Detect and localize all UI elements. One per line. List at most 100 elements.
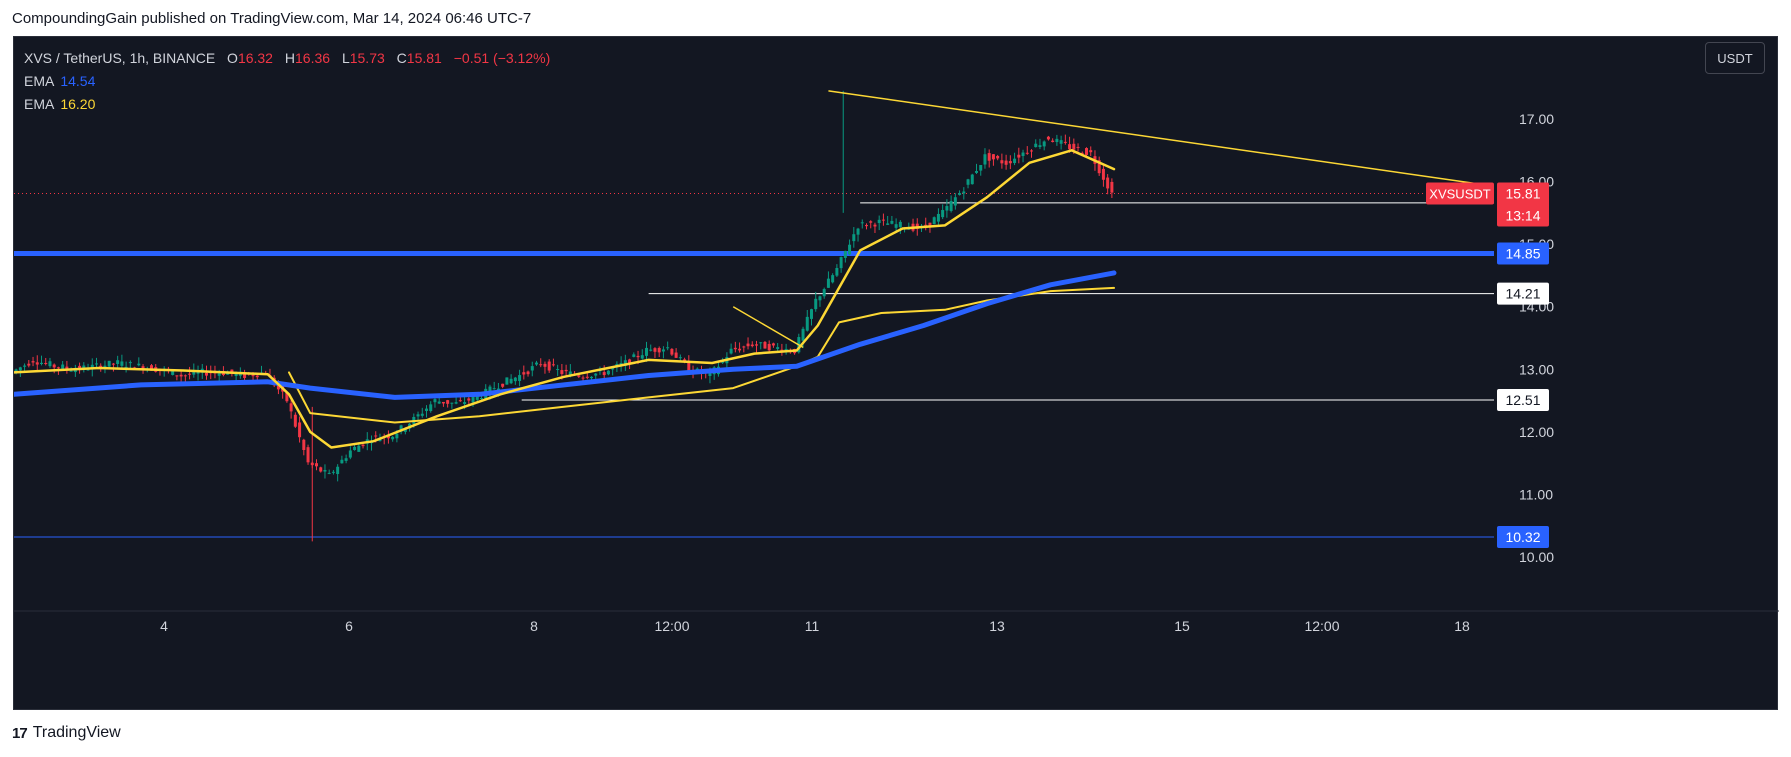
level-label: 12.51	[1505, 392, 1540, 408]
symbol-label[interactable]: XVS / TetherUS, 1h, BINANCE	[24, 50, 216, 66]
candle-body	[65, 366, 69, 369]
candle-body	[585, 376, 589, 378]
ema-slow-row[interactable]: EMA 16.20	[24, 93, 550, 116]
candle-body	[513, 377, 517, 382]
candle-body	[505, 377, 509, 385]
candle-body	[606, 370, 610, 375]
candle-body	[1097, 160, 1101, 174]
candle-body	[1080, 152, 1084, 154]
candle-body	[293, 414, 297, 427]
candle-body	[649, 349, 653, 351]
ema-slow-value: 16.20	[60, 96, 96, 112]
x-tick-label: 12:00	[1304, 618, 1339, 634]
candle-body	[666, 347, 670, 349]
candle-body	[1063, 141, 1067, 143]
candle-body	[678, 357, 682, 359]
tradingview-wordmark: TradingView	[32, 724, 121, 741]
candle-body	[31, 361, 35, 363]
candle-body	[991, 154, 995, 160]
candle-body	[1038, 145, 1042, 147]
candle-body	[1025, 152, 1029, 154]
candle-body	[111, 363, 115, 365]
candle-body	[1021, 152, 1025, 157]
candle-body	[289, 403, 293, 412]
y-tick-label: 10.00	[1519, 549, 1554, 565]
y-tick-label: 13.00	[1519, 361, 1554, 377]
low-label: L	[341, 50, 350, 66]
candle-body	[518, 375, 522, 381]
candle-body	[1076, 146, 1080, 148]
candle-body	[687, 361, 691, 373]
candle-body	[661, 349, 665, 352]
candle-body	[353, 446, 357, 450]
candle-body	[44, 363, 48, 365]
candle-body	[636, 355, 640, 358]
trendline-1[interactable]	[828, 90, 1485, 186]
candle-body	[814, 298, 818, 310]
candle-body	[611, 367, 615, 370]
candle-body	[898, 221, 902, 228]
y-tick-label: 12.00	[1519, 424, 1554, 440]
candle-body	[336, 466, 340, 475]
candle-body	[750, 344, 754, 347]
candle-body	[1004, 160, 1008, 165]
candle-body	[374, 435, 378, 437]
trendline-2[interactable]	[732, 306, 804, 349]
candle-body	[1055, 138, 1059, 143]
candle-body	[856, 228, 860, 235]
candle-body	[869, 221, 873, 223]
candle-body	[535, 362, 538, 365]
candle-body	[395, 433, 399, 439]
chart-pane[interactable]: 10.0011.0012.0013.0014.0015.0016.0017.00…	[13, 36, 1779, 711]
close-label: C	[396, 50, 407, 66]
level-label-box	[1497, 242, 1549, 265]
candle-body	[653, 348, 657, 352]
candle-body	[547, 361, 551, 371]
candle-body	[733, 347, 737, 350]
price-chart[interactable]: 10.0011.0012.0013.0014.0015.0016.0017.00…	[14, 37, 1779, 711]
candle-body	[420, 413, 424, 416]
ohlc-row: XVS / TetherUS, 1h, BINANCE O16.32 H16.3…	[24, 47, 550, 70]
candle-body	[1030, 150, 1033, 152]
candle-body	[205, 372, 208, 376]
candle-body	[492, 388, 496, 390]
candle-body	[192, 370, 196, 375]
candle-body	[319, 467, 323, 472]
candle-body	[1017, 154, 1021, 158]
last-price-value: 15.81	[1505, 185, 1540, 201]
candle-body	[640, 355, 644, 359]
y-tick-label: 11.00	[1519, 486, 1553, 502]
candle-body	[810, 309, 813, 319]
level-label: 10.32	[1505, 529, 1540, 545]
candle-body	[52, 364, 56, 368]
candle-body	[437, 401, 441, 404]
tradingview-logo[interactable]: 17 TradingView	[12, 724, 121, 742]
candle-body	[941, 210, 945, 218]
candle-body	[509, 378, 513, 384]
candle-body	[480, 398, 483, 400]
candle-body	[831, 275, 835, 283]
candle-body	[953, 197, 957, 206]
candle-body	[818, 296, 822, 301]
candle-body	[40, 362, 43, 365]
ema-fast-row[interactable]: EMA 14.54	[24, 70, 550, 93]
candle-body	[82, 365, 86, 370]
candle-body	[391, 436, 395, 440]
candle-body	[171, 370, 175, 375]
candle-body	[755, 344, 758, 346]
currency-unit-button[interactable]: USDT	[1705, 42, 1765, 74]
candle-body	[496, 388, 500, 391]
candle-body	[1101, 168, 1105, 180]
candle-body	[949, 201, 953, 211]
candle-body	[1110, 181, 1114, 193]
candle-body	[568, 371, 572, 377]
candle-body	[1051, 140, 1055, 142]
candle-body	[327, 472, 331, 474]
candle-body	[1089, 150, 1093, 153]
candle-body	[315, 463, 318, 467]
candle-body	[433, 399, 437, 403]
low-value: 15.73	[349, 50, 385, 66]
candle-body	[124, 366, 128, 368]
candle-body	[196, 371, 200, 374]
candle-body	[454, 402, 458, 404]
